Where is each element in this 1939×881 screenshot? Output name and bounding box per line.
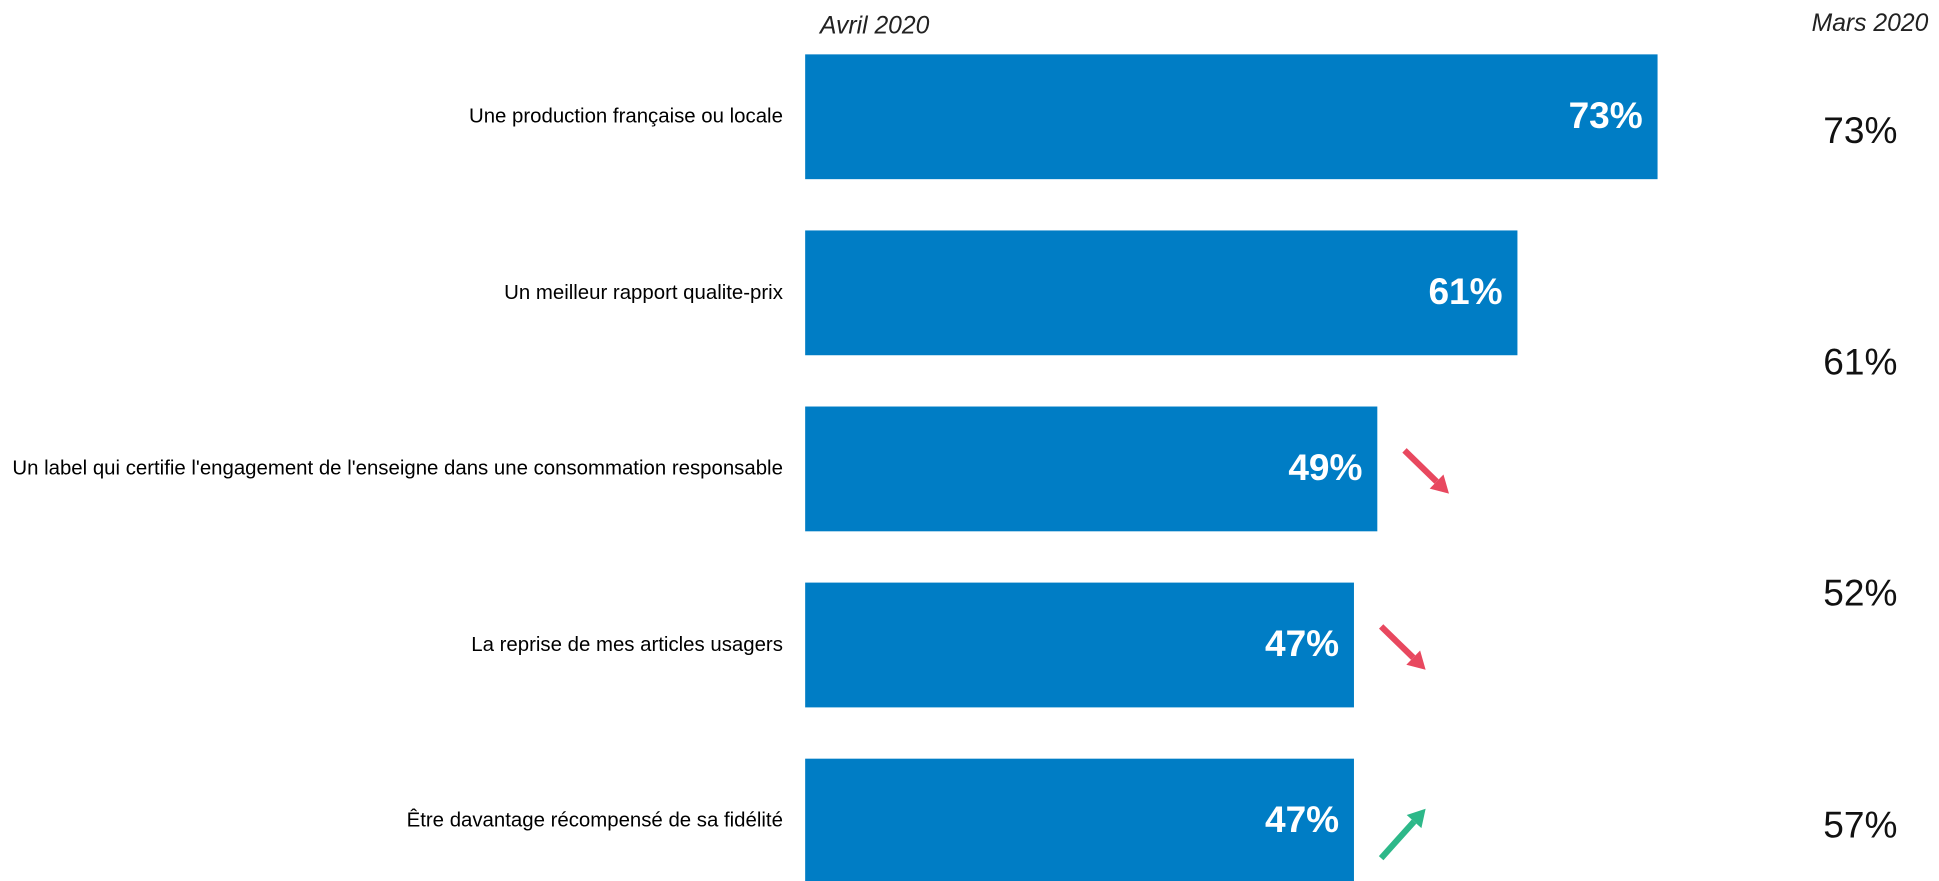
header-left: Avril 2020 <box>818 13 930 40</box>
value-label: 47% <box>1265 798 1339 840</box>
bar <box>805 54 1658 180</box>
header-right: Mars 2020 <box>1812 10 1929 37</box>
bar <box>805 406 1378 532</box>
comparison-value: 61% <box>1823 340 1897 382</box>
category-label: Une production française ou locale <box>468 105 783 128</box>
comparison-value: 52% <box>1823 571 1897 613</box>
category-label-box: Être davantage récompensé de sa fidélité <box>11 759 783 881</box>
category-label-box: Un meilleur rapport qualite-prix <box>11 231 783 355</box>
category-label-box: La reprise de mes articles usagers <box>11 583 783 707</box>
bar <box>805 230 1518 356</box>
category-label-box: Un label qui certifie l'engagement de l'… <box>11 407 783 531</box>
category-label-box: Une production française ou locale <box>11 55 783 179</box>
category-label: La reprise de mes articles usagers <box>471 633 783 656</box>
bar <box>805 582 1354 708</box>
trend-arrow-head <box>1429 474 1449 494</box>
comparison-value: 57% <box>1823 804 1897 846</box>
category-label-wrap: Un label qui certifie l'engagement de l'… <box>11 407 783 531</box>
value-label: 47% <box>1265 622 1339 664</box>
value-label: 49% <box>1288 446 1362 488</box>
bar <box>805 758 1354 881</box>
trend-arrow-head <box>1406 650 1426 670</box>
category-label-wrap: La reprise de mes articles usagers <box>11 583 783 707</box>
trend-arrow-shaft <box>1378 624 1416 660</box>
category-label: Un meilleur rapport qualite-prix <box>504 281 783 304</box>
value-label: 73% <box>1569 94 1643 136</box>
trend-arrow-shaft <box>1378 819 1417 861</box>
category-label: Être davantage récompensé de sa fidélité <box>406 809 783 832</box>
value-label: 61% <box>1428 270 1502 312</box>
category-label-wrap: Un meilleur rapport qualite-prix <box>11 231 783 355</box>
category-label-wrap: Être davantage récompensé de sa fidélité <box>11 759 783 881</box>
category-label-wrap: Une production française ou locale <box>11 55 783 179</box>
comparison-value: 73% <box>1823 109 1897 151</box>
trend-arrow-head <box>1406 808 1426 829</box>
category-label: Un label qui certifie l'engagement de l'… <box>12 457 783 480</box>
trend-arrow-shaft <box>1402 448 1439 484</box>
